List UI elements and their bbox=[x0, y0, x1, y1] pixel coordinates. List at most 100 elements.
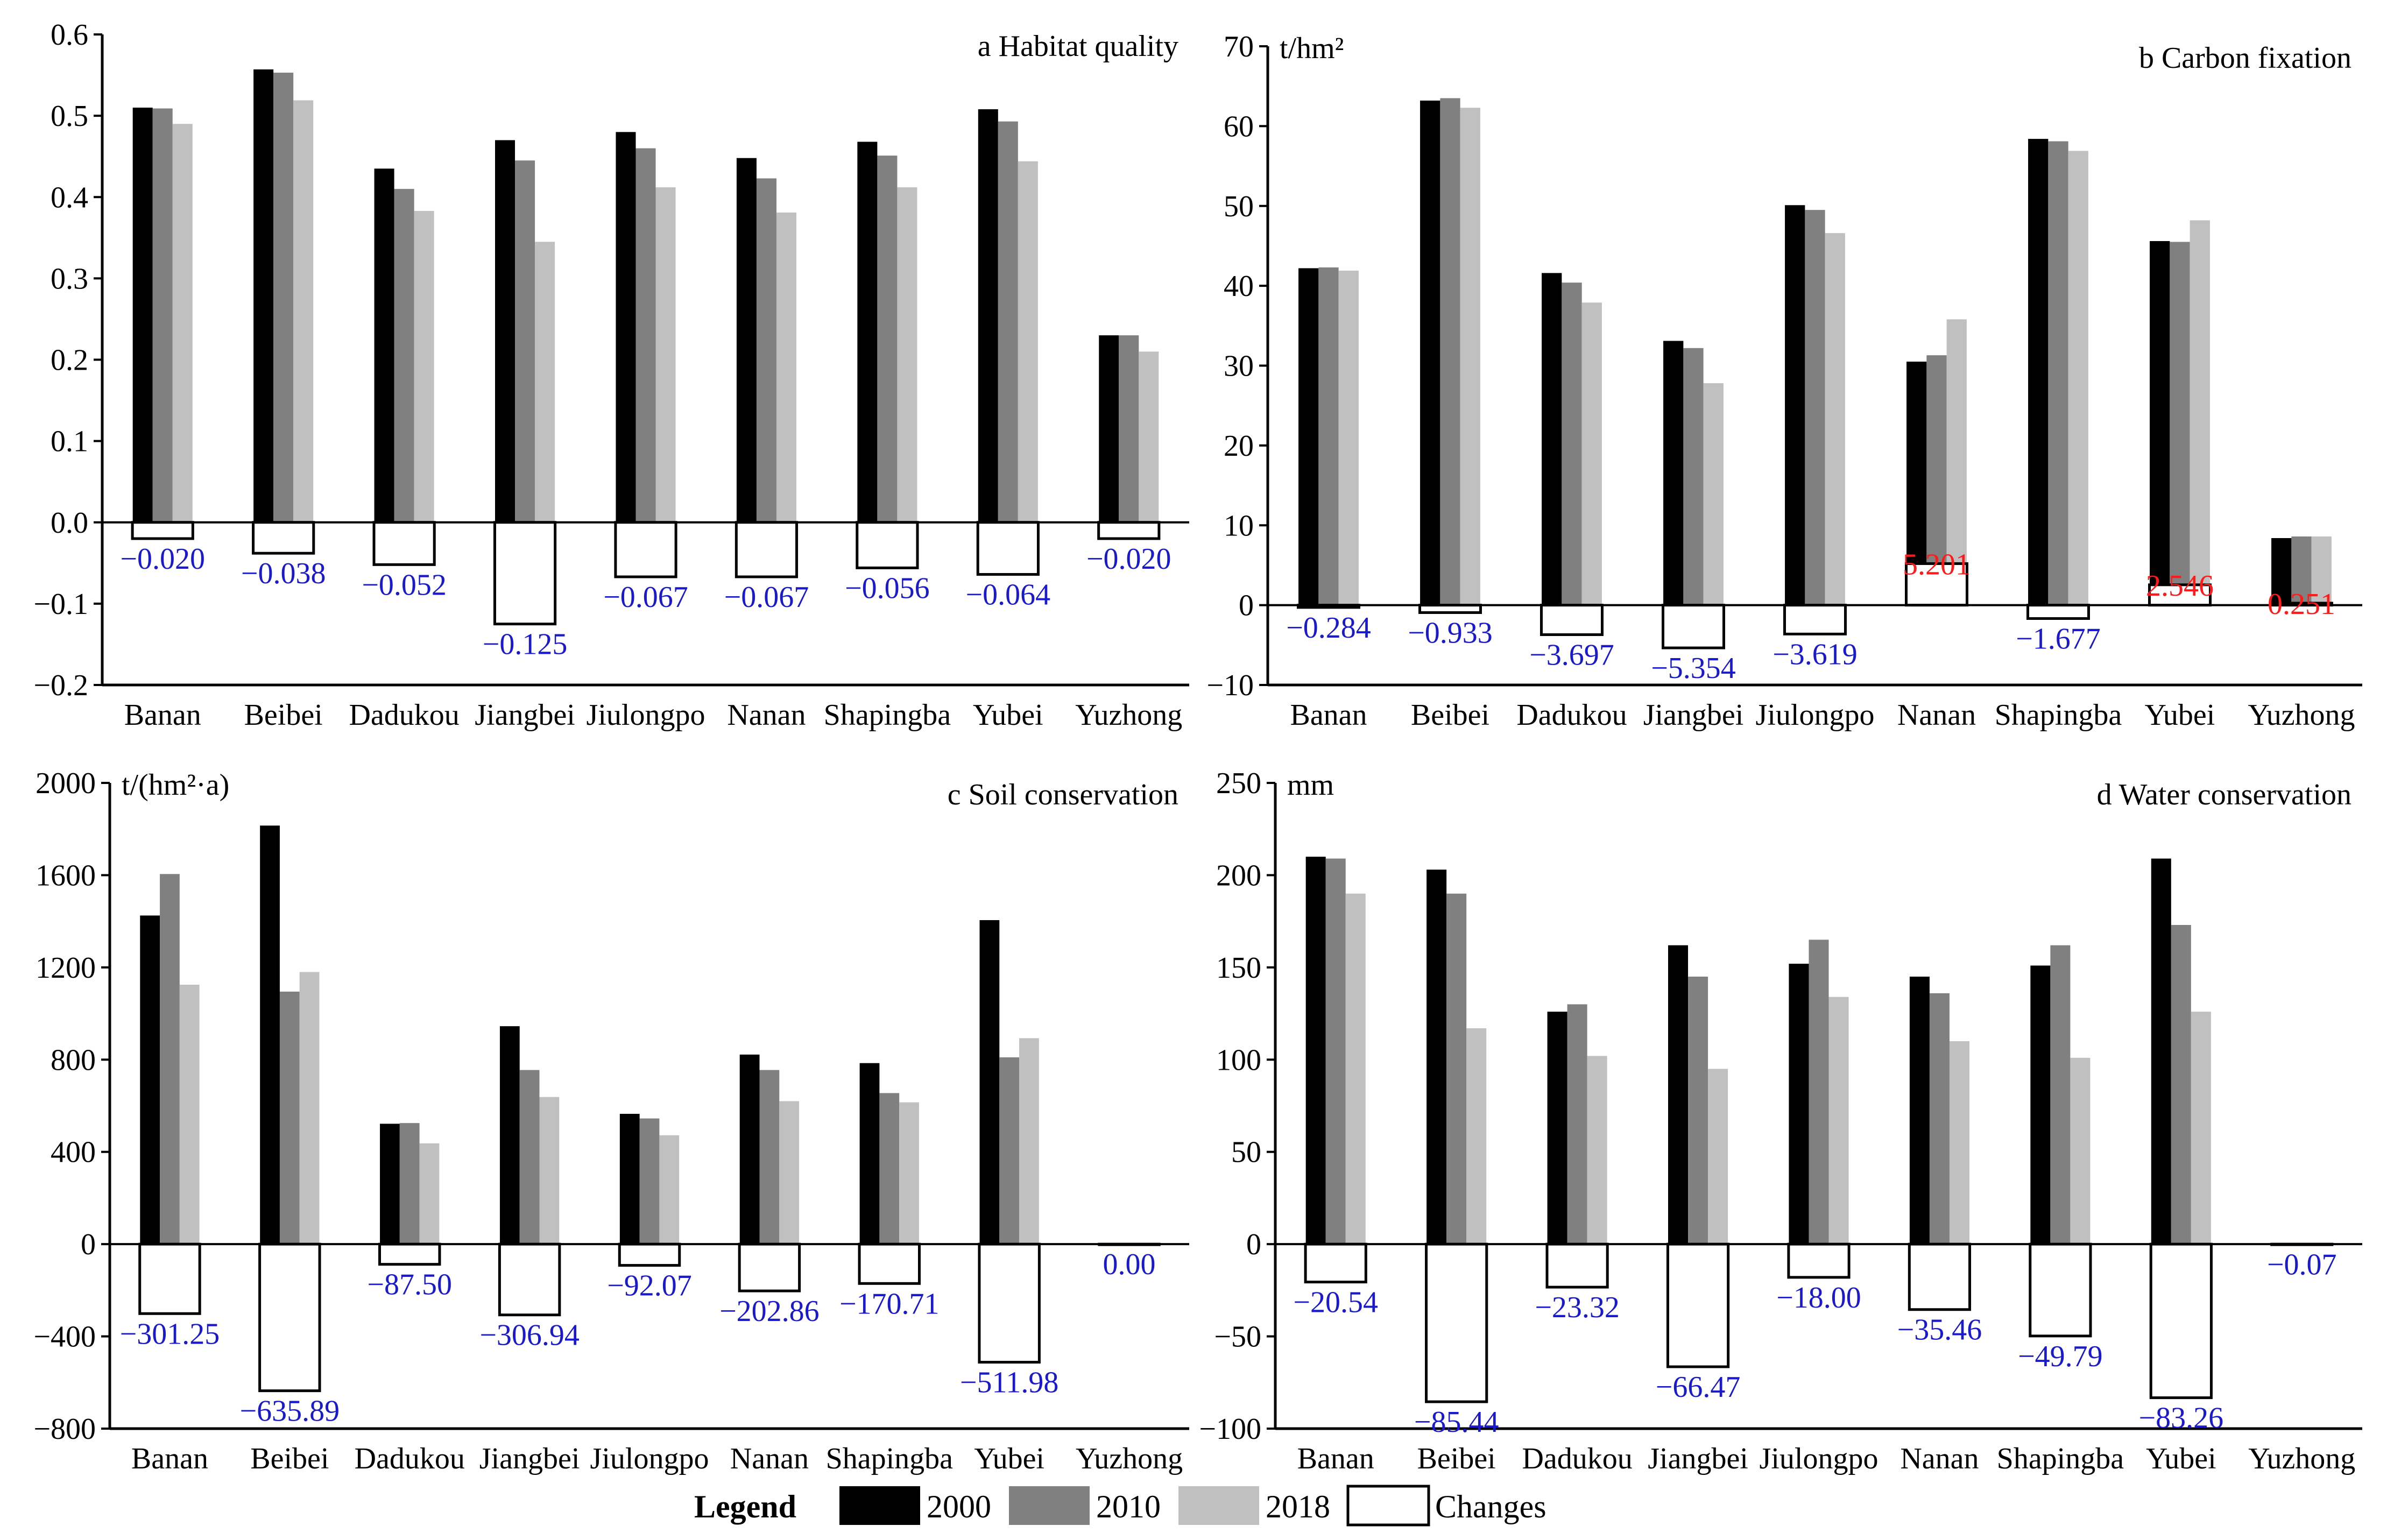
change-bar-jiangbei bbox=[1662, 604, 1725, 649]
bar-2000-jiulongpo bbox=[616, 132, 636, 522]
x-tick-label-jiulongpo: Jiulongpo bbox=[1760, 1442, 1878, 1475]
bar-2010-dadukou bbox=[1567, 1004, 1587, 1245]
soil-conservation-chart: 2000 1600 1200 800 400 0 −400 −800 t/(hm²·a) c So… bbox=[33, 767, 1189, 1475]
bar-2010-nanan bbox=[1929, 993, 1950, 1245]
bar-2000-yubei bbox=[978, 109, 998, 522]
y-tick-label: 250 bbox=[1216, 767, 1261, 800]
bar-2018-yuzhong bbox=[1139, 351, 1159, 522]
bar-2018-banan bbox=[172, 124, 193, 522]
change-bar-jiulongpo bbox=[1783, 604, 1847, 635]
change-label-banan: −20.54 bbox=[1293, 1286, 1378, 1319]
bar-2018-nanan bbox=[1949, 1041, 1969, 1245]
bar-2000-shapingba bbox=[2030, 965, 2051, 1245]
y-tick-label: −800 bbox=[33, 1412, 96, 1446]
water-conservation-chart: 250 200 150 100 50 0 −50 −100 mm d Water conserva… bbox=[1199, 767, 2362, 1475]
x-tick-label-jiangbei: Jiangbei bbox=[479, 1442, 580, 1475]
y-tick-label: −0.2 bbox=[33, 669, 88, 702]
change-label-yuzhong: −0.07 bbox=[2267, 1248, 2337, 1281]
bar-2000-jiulongpo bbox=[619, 1114, 640, 1245]
x-tick-label-shapingba: Shapingba bbox=[824, 698, 951, 732]
x-tick-label-banan: Banan bbox=[1290, 698, 1367, 732]
change-label-nanan: −35.46 bbox=[1897, 1313, 1982, 1347]
bar-2018-jiulongpo bbox=[1828, 997, 1849, 1245]
bar-2010-banan bbox=[152, 108, 173, 522]
x-tick-label-shapingba: Shapingba bbox=[1995, 698, 2122, 732]
change-label-jiulongpo: −18.00 bbox=[1776, 1281, 1861, 1315]
bar-2018-shapingba bbox=[897, 187, 917, 522]
bar-2018-banan bbox=[1338, 270, 1359, 605]
carbon-fixation-chart: 70 60 50 40 30 20 10 0 −10 t/hm² b Carbon fixation… bbox=[1206, 30, 2362, 732]
bar-2018-beibei bbox=[1466, 1028, 1487, 1245]
bar-2000-shapingba bbox=[859, 1063, 880, 1245]
change-bar-jiangbei bbox=[1666, 1242, 1730, 1368]
bar-2018-yubei bbox=[2190, 220, 2210, 605]
bar-2018-jiangbei bbox=[1703, 383, 1724, 605]
x-tick-label-dadukou: Dadukou bbox=[355, 1442, 465, 1475]
bar-2018-shapingba bbox=[2070, 1057, 2091, 1245]
change-label-nanan: 5.201 bbox=[1903, 548, 1971, 581]
y-tick-label: 0 bbox=[1239, 589, 1254, 623]
change-bar-yubei bbox=[2148, 583, 2212, 607]
bar-2018-jiangbei bbox=[535, 242, 555, 522]
bar-2010-nanan bbox=[759, 1070, 780, 1245]
x-tick-label-yuzhong: Yuzhong bbox=[2248, 698, 2355, 732]
bar-2018-dadukou bbox=[414, 210, 434, 522]
bar-2010-beibei bbox=[279, 991, 300, 1245]
change-bar-nanan bbox=[738, 1242, 801, 1292]
x-tick-label-dadukou: Dadukou bbox=[1516, 698, 1627, 732]
bar-2000-nanan bbox=[1909, 977, 1930, 1245]
bar-2000-nanan bbox=[739, 1054, 760, 1245]
change-bar-yuzhong bbox=[2270, 602, 2333, 607]
bar-2018-dadukou bbox=[1587, 1056, 1607, 1245]
bar-2018-nanan bbox=[779, 1101, 800, 1245]
change-label-nanan: −202.86 bbox=[719, 1295, 820, 1328]
change-bar-dadukou bbox=[378, 1242, 441, 1266]
bar-2010-jiulongpo bbox=[1809, 939, 1829, 1245]
change-label-yubei: −511.98 bbox=[960, 1366, 1059, 1400]
y-tick-label: 50 bbox=[1231, 1136, 1261, 1169]
bar-2010-yubei bbox=[2171, 925, 2191, 1245]
change-label-jiangbei: −5.354 bbox=[1651, 652, 1736, 685]
change-label-yuzhong: 0.00 bbox=[1103, 1248, 1156, 1281]
x-tick-label-beibei: Beibei bbox=[244, 698, 323, 732]
bar-2000-beibei bbox=[260, 825, 280, 1245]
change-bar-banan bbox=[131, 521, 194, 540]
change-bar-dadukou bbox=[1540, 604, 1604, 636]
change-bar-yuzhong bbox=[1097, 521, 1161, 540]
bar-2018-yubei bbox=[1019, 1038, 1039, 1245]
change-bar-yuzhong bbox=[2270, 1242, 2334, 1246]
bar-2018-yubei bbox=[1018, 161, 1038, 522]
x-tick-label-beibei: Beibei bbox=[1417, 1442, 1496, 1475]
bar-2018-jiangbei bbox=[1708, 1069, 1728, 1245]
x-tick-label-banan: Banan bbox=[131, 1442, 208, 1475]
y-tick-label: 0 bbox=[81, 1228, 96, 1261]
chart-title: a Habitat quality bbox=[978, 30, 1178, 63]
change-bar-jiangbei bbox=[498, 1242, 561, 1317]
x-tick-label-yubei: Yubei bbox=[2146, 1442, 2216, 1475]
change-bar-yubei bbox=[976, 521, 1040, 576]
chart-title: c Soil conservation bbox=[948, 778, 1178, 811]
bar-2000-yubei bbox=[2150, 241, 2170, 605]
y-tick-label: 800 bbox=[51, 1043, 96, 1077]
y-tick-label: 20 bbox=[1224, 429, 1254, 463]
bar-2010-shapingba bbox=[877, 156, 898, 522]
change-bar-shapingba bbox=[2029, 1242, 2092, 1338]
bar-2018-yubei bbox=[2191, 1012, 2211, 1245]
bar-2000-yubei bbox=[2151, 858, 2171, 1245]
change-bar-jiulongpo bbox=[618, 1242, 681, 1267]
change-bar-banan bbox=[1297, 604, 1360, 609]
x-tick-label-yuzhong: Yuzhong bbox=[2248, 1442, 2355, 1475]
chart-title: d Water conservation bbox=[2097, 778, 2351, 811]
bar-2010-jiangbei bbox=[519, 1070, 540, 1245]
bar-2010-jiulongpo bbox=[639, 1118, 660, 1245]
y-tick-label: 0.1 bbox=[51, 425, 88, 458]
x-tick-label-nanan: Nanan bbox=[1900, 1442, 1979, 1475]
legend-label-changes: Changes bbox=[1435, 1489, 1546, 1524]
x-tick-label-yubei: Yubei bbox=[974, 1442, 1044, 1475]
change-label-dadukou: −0.052 bbox=[362, 568, 447, 602]
change-bar-beibei bbox=[1425, 1242, 1488, 1403]
bar-2018-jiulongpo bbox=[1825, 233, 1845, 605]
y-tick-label: 1200 bbox=[36, 951, 96, 985]
x-tick-label-yuzhong: Yuzhong bbox=[1075, 698, 1182, 732]
bar-2018-nanan bbox=[776, 212, 796, 522]
